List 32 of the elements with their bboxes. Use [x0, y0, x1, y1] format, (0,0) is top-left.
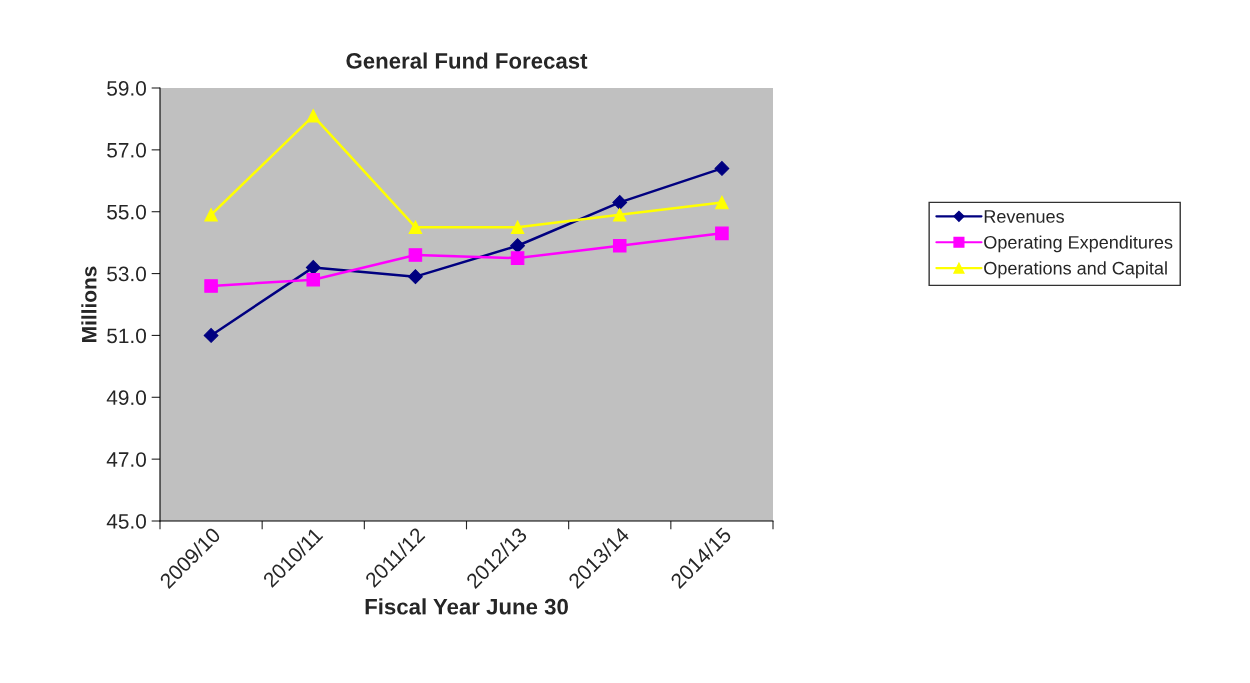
- point: [714, 161, 730, 176]
- legend-label: Operating Expenditures: [984, 235, 1173, 253]
- y-tick-label: 47.0: [106, 452, 146, 467]
- point: [305, 259, 321, 275]
- legend-label: Operations and Capital: [984, 261, 1167, 279]
- y-tick-label: 45.0: [106, 514, 146, 529]
- y-tick-label: 59.0: [107, 81, 146, 96]
- point: [612, 238, 627, 253]
- y-tick-label: 55.0: [107, 204, 146, 220]
- point: [306, 272, 321, 287]
- point: [715, 195, 729, 210]
- point: [408, 248, 423, 262]
- y-tick-label: 51.0: [107, 328, 146, 344]
- y-tick-label: 57.0: [107, 142, 146, 158]
- point: [715, 226, 729, 241]
- x-axis-title: Fiscal Year June 30: [365, 598, 568, 615]
- point: [203, 328, 219, 343]
- chart-title: General Fund Forecast: [346, 52, 588, 69]
- point: [612, 195, 628, 210]
- y-axis-title: Millions: [81, 266, 97, 342]
- point: [510, 251, 525, 265]
- legend-label: Revenues: [984, 210, 1064, 223]
- point: [306, 109, 321, 123]
- point: [408, 269, 423, 285]
- point: [204, 208, 218, 222]
- point: [204, 279, 218, 293]
- point: [612, 208, 627, 222]
- point: [408, 220, 423, 234]
- point: [510, 220, 525, 234]
- point: [510, 238, 525, 254]
- y-tick-label: 49.0: [106, 390, 146, 406]
- y-tick-label: 53.0: [107, 266, 146, 282]
